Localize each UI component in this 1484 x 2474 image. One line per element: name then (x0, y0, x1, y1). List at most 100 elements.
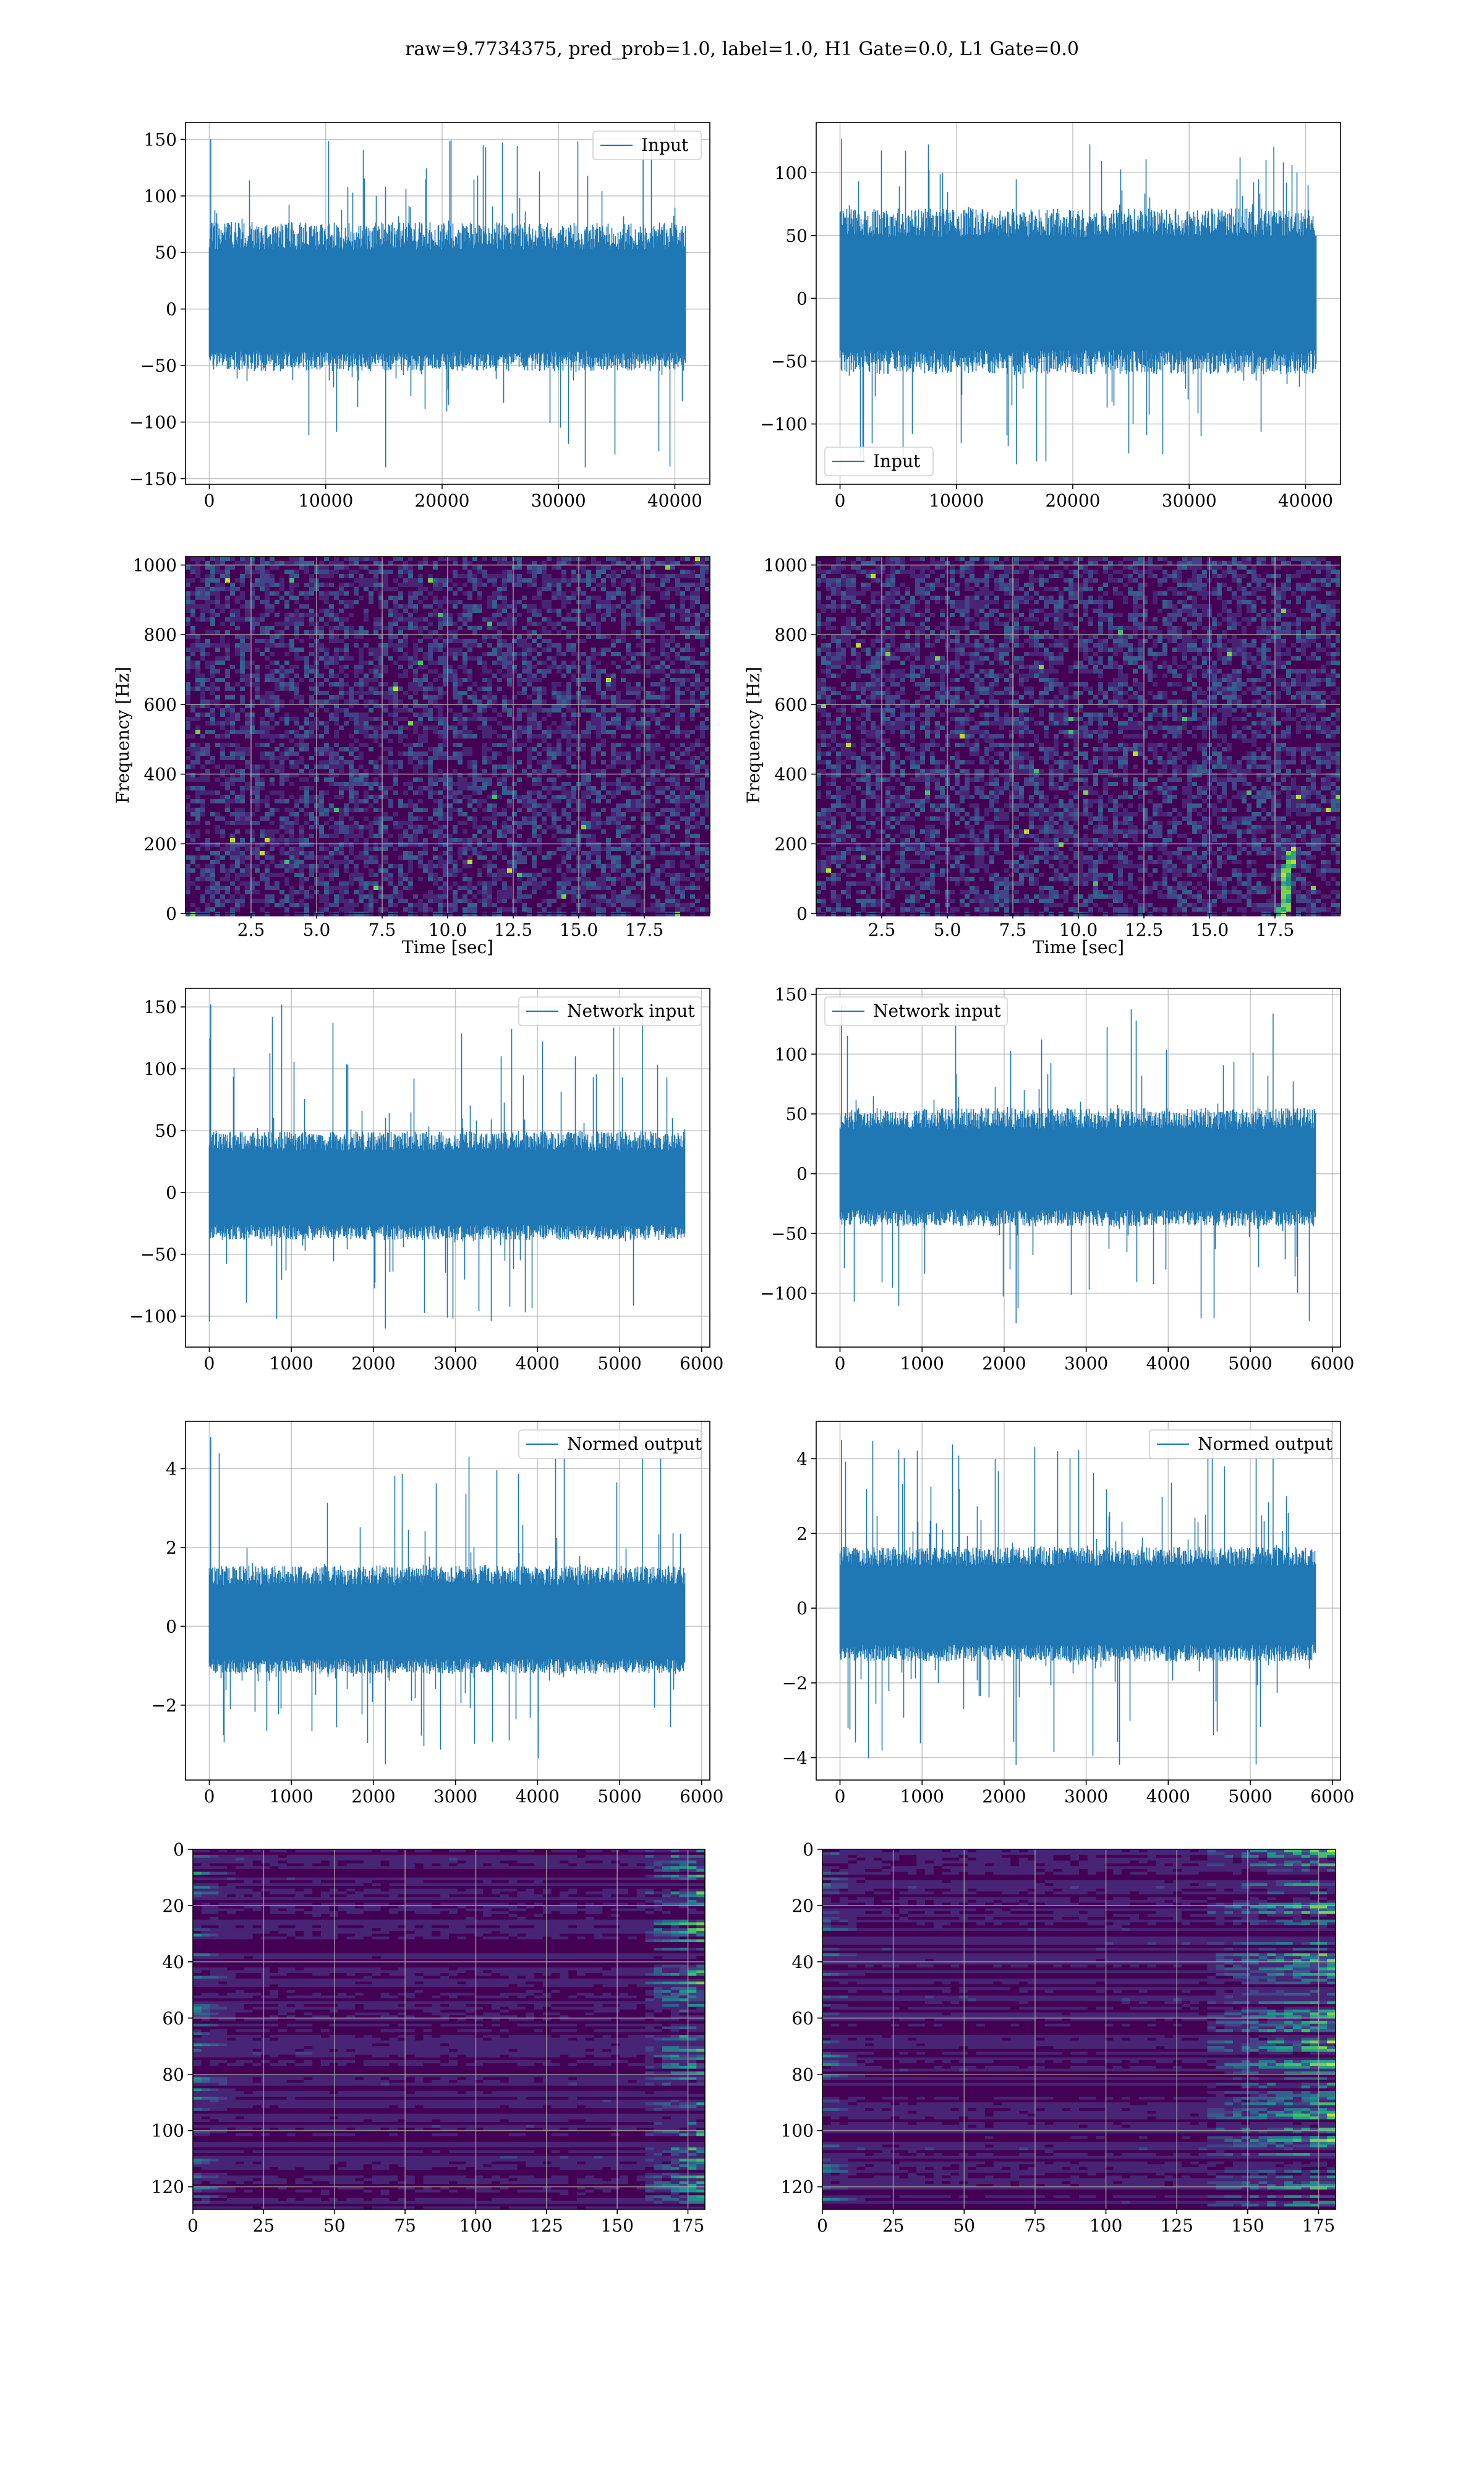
series-line (210, 1437, 685, 1765)
y-tick-label: 20 (162, 1896, 184, 1916)
y-tick-label: −100 (129, 412, 177, 432)
x-tick-label: 17.5 (1256, 920, 1294, 940)
x-tick-label: 0 (204, 490, 215, 511)
y-tick-label: 50 (785, 1104, 808, 1124)
x-tick-label: 75 (394, 2215, 416, 2236)
x-tick-label: 6000 (1310, 1353, 1354, 1374)
x-tick-label: 0 (835, 1353, 846, 1374)
x-tick-label: 175 (672, 2215, 704, 2236)
x-tick-label: 4000 (516, 1353, 560, 1374)
legend-label: Network input (567, 1001, 695, 1021)
series-line (210, 139, 686, 467)
legend-label: Input (873, 451, 921, 471)
y-tick-label: 0 (166, 904, 177, 924)
y-tick-label: 2 (166, 1538, 177, 1558)
x-tick-label: 100 (1090, 2215, 1122, 2236)
legend-label: Normed output (567, 1434, 702, 1454)
y-tick-label: −2 (151, 1695, 177, 1716)
x-tick-label: 50 (323, 2215, 346, 2236)
y-tick-label: −100 (760, 1283, 808, 1304)
x-tick-label: 2000 (982, 1353, 1026, 1374)
y-tick-label: 50 (785, 226, 808, 246)
series-line (840, 1005, 1316, 1323)
panel-spectrogram-h1: 2.5 5.0 7.5 10.0 12.5 15.0 17.5020040060080010… (113, 555, 710, 957)
y-tick-label: 100 (775, 163, 808, 183)
y-tick-label: 1000 (133, 555, 177, 576)
series-line (210, 1004, 685, 1329)
x-tick-label: 2000 (351, 1786, 395, 1807)
y-tick-label: 800 (144, 625, 177, 645)
y-tick-label: 150 (144, 129, 177, 150)
x-axis-label: Time [sec] (402, 937, 493, 957)
x-tick-label: 2000 (982, 1786, 1026, 1807)
y-tick-label: 80 (162, 2065, 184, 2085)
x-tick-label: 50 (953, 2215, 975, 2236)
x-tick-label: 10000 (298, 490, 353, 511)
x-tick-label: 125 (530, 2215, 563, 2236)
x-tick-label: 125 (1160, 2215, 1193, 2236)
x-tick-label: 1000 (900, 1353, 944, 1374)
x-tick-label: 0 (817, 2215, 828, 2236)
x-tick-label: 175 (1302, 2215, 1335, 2236)
x-tick-label: 150 (1231, 2215, 1264, 2236)
y-tick-label: 60 (162, 2008, 184, 2029)
legend-label: Network input (873, 1001, 1001, 1021)
y-tick-label: −50 (771, 1223, 808, 1244)
x-tick-label: 7.5 (369, 920, 396, 940)
x-tick-label: 75 (1024, 2215, 1046, 2236)
y-tick-label: 0 (796, 1598, 808, 1619)
legend-label: Input (641, 135, 689, 155)
x-tick-label: 5.0 (303, 920, 331, 940)
x-tick-label: 40000 (647, 490, 702, 511)
y-tick-label: 0 (166, 1183, 177, 1203)
y-axis-label: Frequency [Hz] (113, 667, 133, 803)
y-tick-label: 400 (775, 764, 808, 785)
x-tick-label: 0 (204, 1353, 215, 1374)
y-tick-label: −100 (129, 1306, 177, 1327)
x-tick-label: 2.5 (237, 920, 265, 940)
y-tick-label: 80 (791, 2065, 814, 2085)
y-tick-label: −150 (129, 469, 177, 489)
y-tick-label: 0 (796, 1164, 808, 1184)
y-tick-label: 100 (144, 1059, 177, 1079)
panel-input-h1: 0 10000 20000 30000 40000−150−100−5005010015… (129, 122, 710, 511)
x-tick-label: 12.5 (494, 920, 532, 940)
y-tick-label: 120 (781, 2177, 814, 2198)
y-tick-label: 400 (144, 764, 177, 785)
x-tick-label: 25 (882, 2215, 905, 2236)
y-tick-label: 4 (796, 1449, 808, 1469)
y-tick-label: 0 (166, 1616, 177, 1637)
x-tick-label: 2000 (351, 1353, 395, 1374)
y-tick-label: 100 (151, 2121, 184, 2141)
x-tick-label: 0 (835, 490, 846, 511)
x-tick-label: 6000 (680, 1786, 723, 1807)
x-axis-label: Time [sec] (1033, 937, 1124, 957)
heatmap-cells (193, 1849, 706, 2210)
x-tick-label: 5000 (597, 1353, 641, 1374)
y-tick-label: 0 (173, 1839, 184, 1860)
x-tick-label: 15.0 (1190, 920, 1229, 940)
x-tick-label: 6000 (1310, 1786, 1354, 1807)
x-tick-label: 30000 (531, 490, 586, 511)
x-tick-label: 3000 (433, 1353, 477, 1374)
x-tick-label: 1000 (900, 1786, 944, 1807)
x-tick-label: 40000 (1278, 490, 1333, 511)
x-tick-label: 3000 (1064, 1353, 1108, 1374)
y-tick-label: 200 (775, 834, 808, 854)
y-tick-label: 120 (151, 2177, 184, 2198)
x-tick-label: 17.5 (625, 920, 663, 940)
x-tick-label: 20000 (1045, 490, 1100, 511)
y-tick-label: 200 (144, 834, 177, 854)
y-tick-label: 150 (144, 997, 177, 1017)
y-tick-label: 40 (162, 1952, 184, 1972)
heatmap-cells (822, 1849, 1336, 2210)
x-tick-label: 3000 (1064, 1786, 1108, 1807)
y-tick-label: 20 (791, 1896, 814, 1916)
y-tick-label: 60 (791, 2008, 814, 2029)
y-tick-label: 100 (144, 186, 177, 207)
y-tick-label: 100 (781, 2121, 814, 2141)
x-tick-label: 150 (600, 2215, 633, 2236)
